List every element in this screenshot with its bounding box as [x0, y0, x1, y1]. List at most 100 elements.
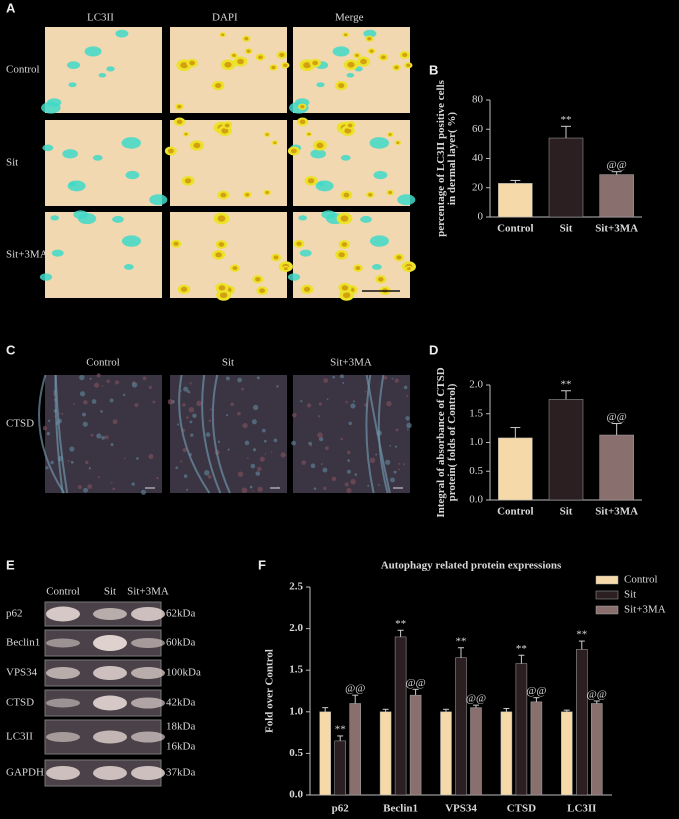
lane-label: Control [46, 586, 80, 598]
stain [42, 144, 54, 152]
legend-swatch [595, 605, 619, 615]
nucleus-core [347, 61, 355, 68]
nucleus-core [215, 83, 222, 89]
nucleus-core [180, 286, 188, 292]
legend-label: Sit+3MA [624, 604, 666, 616]
texture [89, 377, 92, 380]
texture [403, 463, 406, 466]
texture [183, 474, 188, 478]
texture [347, 459, 351, 462]
micrograph [170, 212, 287, 298]
texture [364, 390, 367, 393]
texture [353, 400, 356, 403]
kda-label: 16kDa [166, 741, 195, 753]
texture [301, 460, 306, 465]
texture [367, 484, 370, 487]
nucleus-core [180, 62, 189, 69]
stain [373, 170, 388, 180]
lane-label: Sit [104, 586, 116, 598]
significance: @@ [587, 689, 607, 701]
blot-band [131, 607, 165, 621]
texture [237, 377, 242, 383]
texture [96, 373, 101, 378]
stain [340, 154, 351, 161]
kda-label: 37kDa [166, 767, 195, 779]
row-label: VPS34 [6, 667, 38, 679]
texture [393, 470, 397, 474]
y-axis-label: Integral of absorbance of CTSD [435, 367, 447, 517]
stain [92, 154, 103, 161]
stain [121, 137, 141, 149]
stain [62, 149, 78, 159]
y-axis-label: Fold over Control [264, 649, 276, 733]
y-tick-label: 60 [472, 123, 484, 135]
texture [82, 412, 86, 417]
texture [264, 453, 267, 455]
nucleus-core [369, 49, 374, 53]
texture [306, 403, 312, 408]
texture [156, 477, 159, 480]
texture [42, 425, 48, 431]
x-tick-label: Beclin1 [383, 803, 418, 814]
texture [300, 400, 303, 403]
texture [277, 486, 279, 488]
column-label: Sit+3MA [330, 357, 372, 369]
row-label: Beclin1 [6, 637, 40, 649]
nucleus-core [265, 191, 270, 195]
nucleus-core [184, 132, 188, 136]
nucleus-core [255, 277, 261, 282]
nucleus-core [316, 142, 324, 149]
texture [403, 385, 408, 390]
texture [83, 487, 89, 493]
x-tick-label: Sit [560, 506, 573, 518]
x-tick-label: VPS34 [445, 803, 477, 814]
texture [292, 412, 297, 418]
significance: @@ [405, 677, 425, 689]
nucleus-core [402, 52, 408, 58]
texture [320, 463, 323, 466]
texture [207, 474, 212, 479]
texture [257, 486, 263, 492]
texture [270, 451, 273, 454]
blot-band [131, 766, 165, 780]
nucleus-core [307, 132, 311, 136]
nucleus-core [176, 119, 183, 125]
row-label: CTSD [6, 697, 34, 709]
bar [498, 183, 533, 218]
nucleus-core [184, 178, 192, 184]
texture [251, 419, 257, 425]
nucleus-core [394, 65, 399, 70]
significance: @@ [345, 683, 365, 695]
nucleus-core [344, 127, 352, 134]
texture [217, 440, 221, 444]
texture [192, 413, 197, 418]
texture [406, 422, 412, 429]
nucleus-core [217, 215, 226, 222]
stain [316, 82, 325, 88]
texture [383, 376, 388, 380]
stain [121, 235, 141, 247]
texture [227, 448, 230, 451]
texture [205, 432, 211, 437]
texture [183, 386, 189, 392]
texture [69, 446, 75, 452]
stain [346, 72, 355, 78]
y-tick-label: 1.0 [469, 436, 483, 448]
significance: @@ [607, 159, 627, 171]
bar [319, 711, 331, 796]
stain [372, 264, 382, 270]
bar [599, 434, 634, 501]
texture [250, 463, 256, 469]
blot-band [131, 731, 165, 743]
nucleus-core [258, 55, 263, 60]
texture [249, 485, 253, 489]
nucleus-core [273, 141, 277, 144]
nucleus-core [406, 63, 411, 67]
y-tick-label: 2.5 [289, 581, 303, 593]
texture [244, 440, 250, 446]
micrograph [45, 27, 162, 113]
texture [45, 466, 49, 470]
texture [241, 487, 248, 494]
significance: ** [395, 618, 406, 630]
texture [82, 421, 88, 427]
